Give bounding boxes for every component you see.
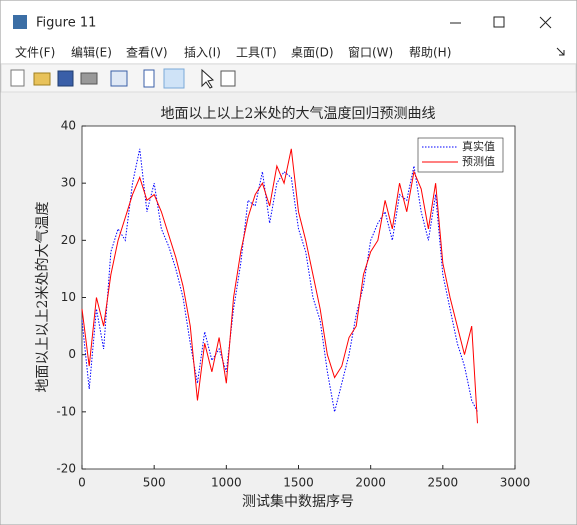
toolbar-icons [10,68,236,89]
print-icon[interactable] [80,72,98,85]
x-tick-label: 1000 [211,476,242,490]
maximize-button[interactable] [493,16,505,28]
open-icon[interactable] [33,72,51,86]
menu-item[interactable]: 插入(I) [184,46,221,60]
legend-label: 真实值 [462,139,495,153]
menu-item[interactable]: 桌面(D) [291,46,334,60]
save-icon[interactable] [57,70,74,87]
x-tick-label: 2000 [355,476,386,490]
legend-label: 预测值 [462,155,495,168]
x-axis-label: 测试集中数据序号 [242,493,354,510]
y-tick-label: -10 [56,404,76,418]
x-tick-label: 0 [78,476,86,490]
close-button[interactable] [539,16,552,29]
x-tick-label: 2500 [428,476,459,490]
menu-item[interactable]: 查看(V) [126,46,168,60]
new-icon[interactable] [10,69,25,87]
y-tick-label: 10 [61,290,76,304]
legend-box [417,137,504,173]
y-tick-label: -20 [56,462,76,476]
link-icon[interactable] [110,70,128,87]
window-title: Figure 11 [36,16,96,31]
data-line [81,148,478,424]
title-bar [1,1,576,41]
menu-item[interactable]: 窗口(W) [348,46,393,60]
menu-item[interactable]: 工具(T) [236,46,277,60]
menu-item[interactable]: 编辑(E) [71,45,112,60]
y-tick-label: 0 [68,347,76,361]
colorbar-icon[interactable] [143,69,155,88]
y-axis-label: 地面以上以上2米处的大气温度 [35,202,51,393]
property-icon[interactable] [220,70,236,87]
menu-bar [1,41,576,63]
pointer-icon[interactable] [201,68,215,89]
x-tick-label: 500 [143,476,166,490]
chart-title: 地面以上以上2米处的大气温度回归预测曲线 [161,105,436,122]
dock-arrow[interactable] [556,47,565,56]
legend-icon[interactable] [163,68,185,89]
y-tick-label: 30 [61,176,76,190]
y-tick-label: 40 [61,119,76,133]
menu-item[interactable]: 文件(F) [15,45,55,60]
x-tick-label: 3000 [500,476,531,490]
x-tick-label: 1500 [283,476,314,490]
app-icon [13,15,27,29]
menu-item[interactable]: 帮助(H) [409,46,451,60]
y-tick-label: 20 [61,233,76,247]
